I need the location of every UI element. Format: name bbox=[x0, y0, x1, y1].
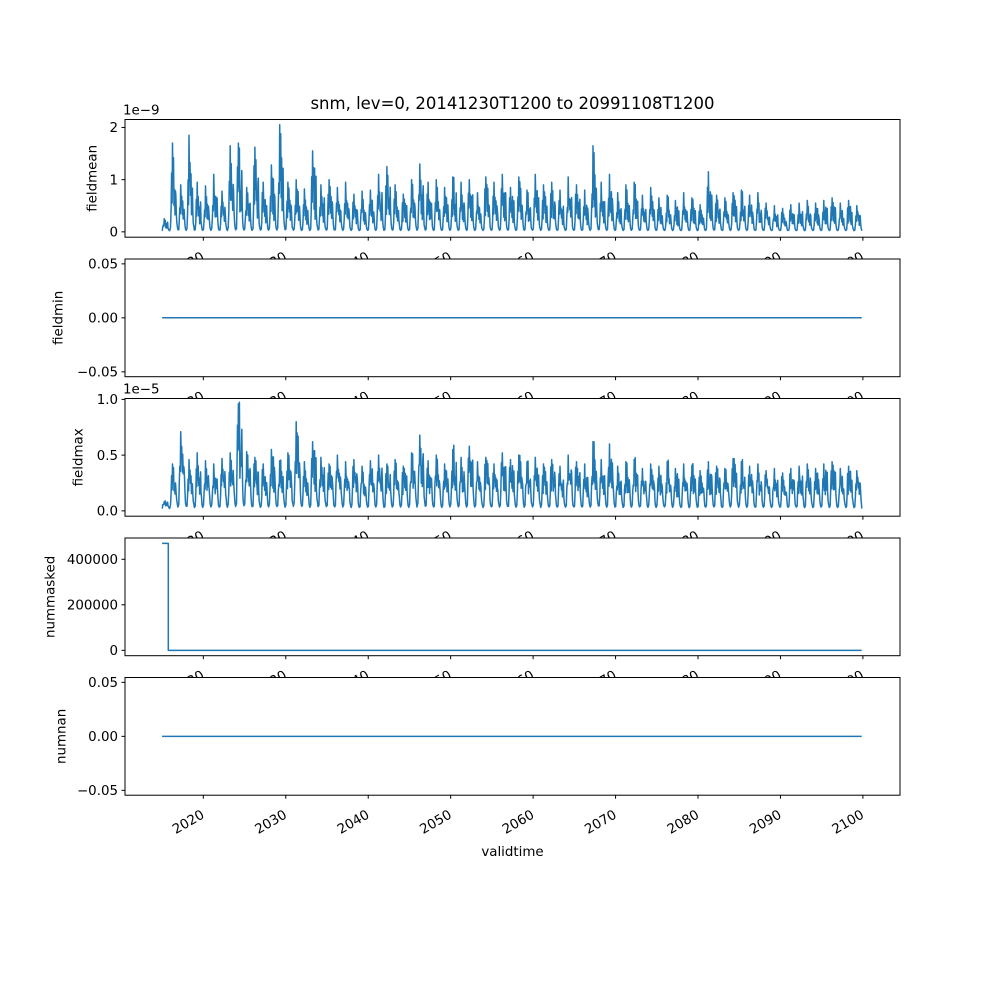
x-tick-label: 2080 bbox=[665, 808, 702, 838]
y-tick-label: 400000 bbox=[67, 553, 118, 568]
axes-spines bbox=[124, 119, 901, 238]
x-tick-label: 2030 bbox=[253, 808, 290, 838]
axis-ylabel-fieldmin: fieldmin bbox=[51, 291, 66, 345]
y-scale-offset-label: 1e−5 bbox=[123, 383, 160, 398]
y-tick-label: 200000 bbox=[67, 599, 118, 614]
axis-xlabel: validtime bbox=[481, 845, 543, 860]
series-line-fieldmean bbox=[161, 124, 863, 232]
x-tick-label: 2020 bbox=[170, 808, 207, 838]
axis-ylabel-nummasked: nummasked bbox=[43, 556, 58, 638]
series-line-fieldmax bbox=[161, 401, 863, 510]
x-tick-label: 2070 bbox=[583, 808, 620, 838]
subplot-fieldmin: −0.050.000.05202020302040205020602070208… bbox=[51, 258, 901, 419]
x-tick-label: 2040 bbox=[335, 808, 372, 838]
x-tick-label: 2050 bbox=[418, 808, 455, 838]
subplot-numnan: −0.05 0.00 0.05 2020 2030 2040 2050 2060 2070 208… bbox=[54, 676, 901, 838]
y-tick-label: 0.05 bbox=[88, 258, 118, 273]
y-tick-label: 0.00 bbox=[88, 312, 118, 327]
x-tick-label: 2090 bbox=[747, 808, 784, 838]
y-tick-label: 0.0 bbox=[97, 505, 118, 520]
x-tick-label: 2060 bbox=[500, 808, 537, 838]
axis-ylabel-fieldmax: fieldmax bbox=[71, 428, 86, 486]
y-tick-label: 0.05 bbox=[88, 676, 118, 691]
x-tick-label: 2100 bbox=[830, 808, 867, 838]
y-tick-label: 0.5 bbox=[97, 449, 118, 464]
y-tick-label: −0.05 bbox=[77, 784, 118, 799]
axes-spines bbox=[124, 537, 901, 657]
y-tick-label: 0.00 bbox=[88, 730, 118, 745]
axes-spines bbox=[124, 398, 901, 517]
y-tick-label: 1 bbox=[109, 173, 118, 188]
subplot-nummasked: 0200000400000202020302040205020602070208… bbox=[43, 537, 901, 698]
subplot-fieldmax: 0.00.51.02020203020402050206020702080209… bbox=[71, 383, 901, 559]
y-scale-offset-label: 1e−9 bbox=[123, 104, 160, 119]
chart-title: snm, lev=0, 20141230T1200 to 20991108T12… bbox=[310, 94, 714, 113]
axis-ylabel-numnan: numnan bbox=[54, 709, 69, 764]
y-tick-label: −0.05 bbox=[77, 366, 118, 381]
y-tick-label: 0 bbox=[109, 644, 118, 659]
y-tick-label: 1.0 bbox=[97, 393, 118, 408]
series-line-nummasked bbox=[162, 542, 862, 652]
subplot-fieldmean: 012202020302040205020602070208020902100f… bbox=[85, 104, 901, 280]
axes-background bbox=[125, 538, 900, 656]
y-tick-label: 0 bbox=[109, 226, 118, 241]
y-tick-label: 2 bbox=[109, 121, 118, 136]
axis-ylabel-fieldmean: fieldmean bbox=[85, 145, 100, 212]
